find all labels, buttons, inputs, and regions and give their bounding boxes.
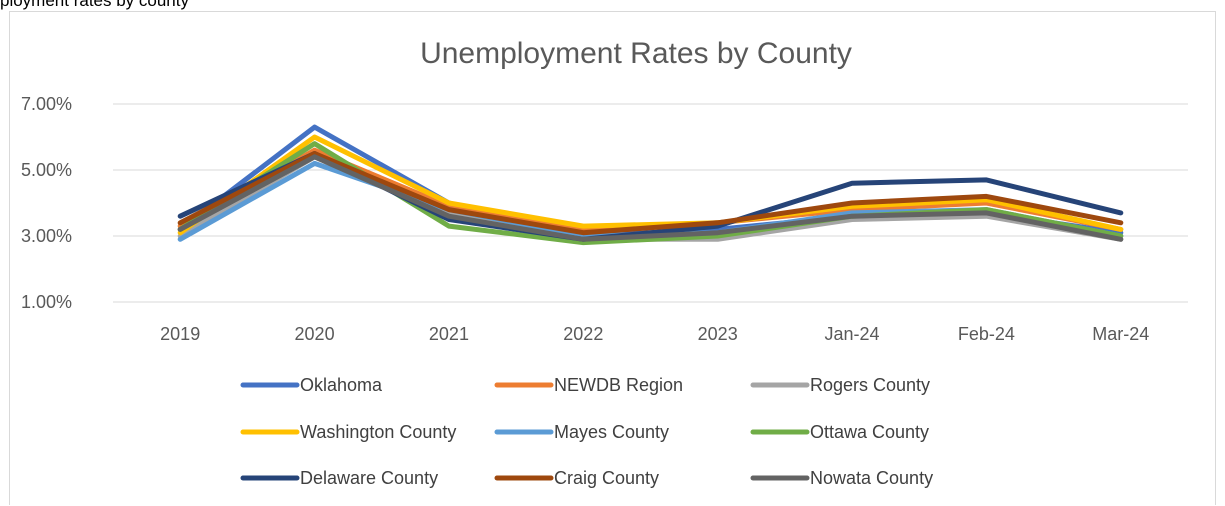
series-line-washington-county xyxy=(177,134,1124,236)
legend-label: Rogers County xyxy=(810,375,930,395)
y-axis-ticks: 1.00% 3.00% 5.00% 7.00% xyxy=(21,94,72,312)
line-chart: Unemployment Rates by County 1.00% 3.00% 5… xyxy=(21,37,1188,488)
x-tick-label: 2019 xyxy=(160,324,200,344)
legend-label: Nowata County xyxy=(810,468,933,488)
y-tick-label: 1.00% xyxy=(21,292,72,312)
x-tick-label: 2020 xyxy=(295,324,335,344)
series-line-nowata-county xyxy=(177,154,1124,242)
legend-label: NEWDB Region xyxy=(554,375,683,395)
y-tick-label: 5.00% xyxy=(21,160,72,180)
y-tick-label: 7.00% xyxy=(21,94,72,114)
x-tick-label: 2021 xyxy=(429,324,469,344)
legend-label: Ottawa County xyxy=(810,422,929,442)
caption-text: ployment rates by county xyxy=(0,0,189,10)
series-line-ottawa-county xyxy=(177,141,1124,246)
y-tick-label: 3.00% xyxy=(21,226,72,246)
x-tick-label: Jan-24 xyxy=(825,324,880,344)
series-line-craig-county xyxy=(177,151,1124,236)
x-tick-label: Mar-24 xyxy=(1092,324,1149,344)
legend: Oklahoma NEWDB Region Rogers County Washing… xyxy=(240,375,933,488)
x-tick-label: 2023 xyxy=(698,324,738,344)
chart-title: Unemployment Rates by County xyxy=(420,37,852,70)
x-tick-label: Feb-24 xyxy=(958,324,1015,344)
x-tick-label: 2022 xyxy=(563,324,603,344)
legend-label: Craig County xyxy=(554,468,659,488)
chart-area: Unemployment Rates by County 1.00% 3.00% 5… xyxy=(9,11,1216,505)
series-lines xyxy=(177,124,1124,246)
legend-label: Delaware County xyxy=(300,468,438,488)
x-axis-ticks: 2019 2020 2021 2022 2023 Jan-24 Feb-24 Mar-24 xyxy=(160,324,1149,344)
legend-label: Washington County xyxy=(300,422,456,442)
legend-label: Oklahoma xyxy=(300,375,383,395)
legend-label: Mayes County xyxy=(554,422,669,442)
